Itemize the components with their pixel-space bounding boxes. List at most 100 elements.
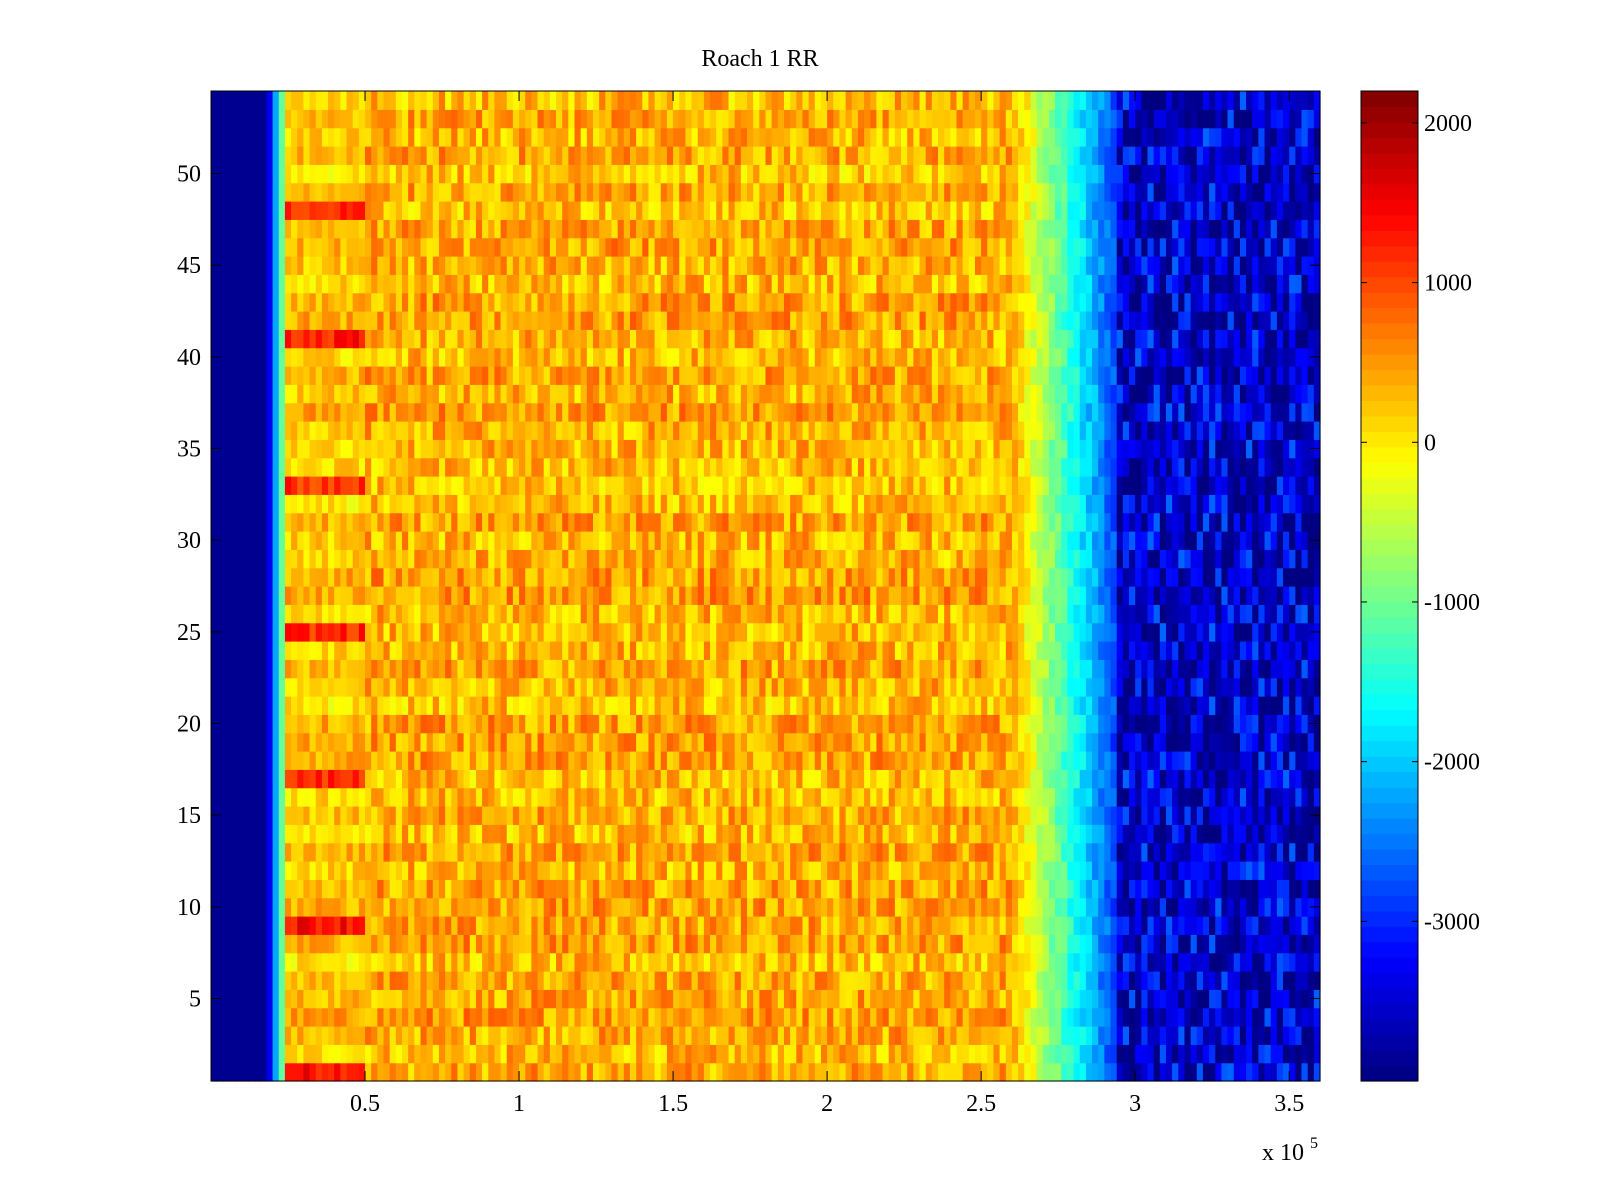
heatmap-cell [309,861,317,880]
heatmap-cell [1289,952,1296,972]
heatmap-cell [272,897,280,917]
heatmap-cell [876,806,884,825]
heatmap-cell [660,641,668,660]
heatmap-cell [469,732,477,752]
heatmap-cell [556,952,563,972]
heatmap-cell [469,696,477,715]
heatmap-cell [278,989,286,1009]
heatmap-cell [1227,1062,1235,1082]
heatmap-cell [820,879,828,899]
heatmap-cell [777,696,785,715]
heatmap-cell [284,1007,292,1027]
heatmap-cell [1202,677,1210,697]
heatmap-cell [827,622,834,642]
heatmap-cell [654,641,662,660]
heatmap-cell [814,696,822,715]
heatmap-cell [340,751,348,770]
heatmap-cell [1129,952,1136,972]
heatmap-cell [956,897,964,917]
heatmap-cell [568,989,576,1009]
heatmap-cell [974,696,982,715]
heatmap-cell [1085,1044,1093,1064]
heatmap-cell [408,732,415,752]
heatmap-cell [938,806,945,825]
heatmap-cell [820,1026,828,1045]
heatmap-cell [235,916,243,935]
heatmap-cell [482,897,489,917]
heatmap-cell [303,842,311,862]
heatmap-cell [740,586,748,605]
heatmap-cell [1159,641,1167,660]
heatmap-cell [876,567,884,587]
heatmap-cell [894,659,902,679]
heatmap-cell [1264,1026,1272,1045]
heatmap-cell [469,1062,477,1082]
heatmap-cell [1055,824,1062,844]
heatmap-cell [247,952,255,972]
heatmap-cell [475,1007,483,1027]
heatmap-cell [531,1044,539,1064]
heatmap-cell [654,861,662,880]
heatmap-cell [1301,1026,1309,1045]
heatmap-cell [765,1026,773,1045]
heatmap-cell [562,641,569,660]
heatmap-cell [722,861,730,880]
heatmap-cell [981,806,988,825]
heatmap-cell [642,952,650,972]
heatmap-cell [562,897,569,917]
heatmap-cell [537,916,545,935]
heatmap-cell [586,1007,594,1027]
heatmap-cell [562,1026,569,1045]
heatmap-cell [451,567,459,587]
heatmap-cell [660,732,668,752]
heatmap-cell [309,622,317,642]
heatmap-cell [580,622,588,642]
heatmap-cell [1122,1062,1130,1082]
heatmap-cell [556,769,563,789]
heatmap-cell [1141,989,1149,1009]
heatmap-cell [365,1026,372,1045]
heatmap-cell [426,751,434,770]
heatmap-cell [1110,897,1118,917]
heatmap-cell [876,916,884,935]
heatmap-cell [913,842,921,862]
heatmap-cell [451,1007,459,1027]
heatmap-cell [599,806,606,825]
heatmap-cell [1018,1062,1025,1082]
heatmap-cell [1159,952,1167,972]
heatmap-cell [488,567,496,587]
heatmap-cell [469,659,477,679]
heatmap-cell [1252,934,1259,954]
heatmap-cell [1110,842,1118,862]
heatmap-cell [1270,1062,1278,1082]
heatmap-cell [968,1044,976,1064]
heatmap-cell [272,769,280,789]
heatmap-cell [857,1026,865,1045]
heatmap-cell [771,952,779,972]
heatmap-cell [851,842,859,862]
heatmap-cell [1079,879,1087,899]
heatmap-cell [284,769,292,789]
heatmap-cell [611,1026,619,1045]
heatmap-cell [506,842,514,862]
heatmap-cell [950,952,958,972]
heatmap-cell [722,806,730,825]
heatmap-cell [1018,604,1025,624]
heatmap-cell [414,842,422,862]
heatmap-cell [968,934,976,954]
heatmap-cell [629,879,637,899]
heatmap-cell [1104,971,1112,990]
heatmap-cell [913,622,921,642]
heatmap-cell [931,971,939,990]
heatmap-cell [401,952,409,972]
heatmap-cell [217,604,224,624]
heatmap-cell [753,1007,760,1027]
heatmap-cell [660,842,668,862]
heatmap-cell [568,1007,576,1027]
heatmap-cell [710,952,717,972]
heatmap-cell [592,567,600,587]
heatmap-cell [519,824,526,844]
heatmap-cell [512,604,520,624]
heatmap-cell [1246,1062,1253,1082]
heatmap-cell [611,732,619,752]
